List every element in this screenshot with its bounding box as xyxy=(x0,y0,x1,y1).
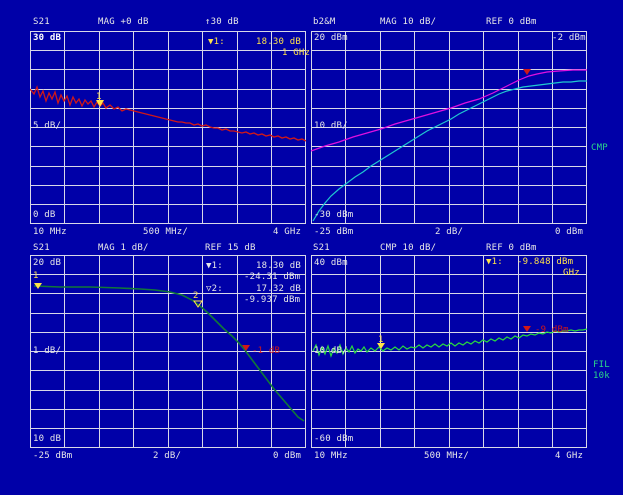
br-scale: CMP 10 dB/ xyxy=(380,243,437,253)
br-marker-1 xyxy=(377,343,385,349)
bl-marker-1 xyxy=(34,283,42,289)
bl-marker-2 xyxy=(193,300,203,308)
tl-ref: ↑30 dB xyxy=(205,17,239,27)
br-x-span: 500 MHz/ xyxy=(424,451,469,461)
tr-bottom-ref: -30 dBm xyxy=(314,210,354,220)
bl-x-start: -25 dBm xyxy=(33,451,73,461)
br-diagram[interactable] xyxy=(311,255,587,448)
bl-marker-2-name: ▽2: xyxy=(206,284,223,294)
tr-diagram[interactable] xyxy=(311,31,587,224)
tl-bottom-ref: 0 dB xyxy=(33,210,56,220)
bl-ref: REF 15 dB xyxy=(205,243,256,253)
br-marker-1-value: -9.848 dBm xyxy=(517,257,574,267)
br-param: S21 xyxy=(313,243,330,253)
br-marker-1-label: 1 xyxy=(378,335,384,345)
side-label-cmp: CMP xyxy=(591,143,608,153)
br-readout-label: -9 dBm xyxy=(535,325,569,335)
bl-marker-1-value: 18.30 dB xyxy=(256,261,301,271)
br-bottom-ref: -60 dBm xyxy=(314,434,354,444)
br-readout-marker xyxy=(523,326,531,332)
br-marker-1-name: ▼1: xyxy=(486,257,503,267)
br-top-ref: 40 dBm xyxy=(314,258,348,268)
bl-x-span: 2 dB/ xyxy=(153,451,182,461)
tl-param: S21 xyxy=(33,17,50,27)
tr-trace-mag xyxy=(311,69,587,152)
tl-top-ref: 30 dB xyxy=(33,33,62,43)
tl-mid-scale: 5 dB/ xyxy=(33,121,62,131)
tl-marker-1-label: 1 xyxy=(96,92,102,102)
br-mid-scale: 10 dB/ xyxy=(314,346,348,356)
bl-bottom-ref: 10 dB xyxy=(33,434,62,444)
tl-marker-1-value: 18.30 dB xyxy=(256,37,301,47)
tr-scale: MAG 10 dB/ xyxy=(380,17,437,27)
br-marker-1-freq: GHz xyxy=(563,268,580,278)
tr-grid xyxy=(311,31,587,224)
tr-x-stop: 0 dBm xyxy=(555,227,584,237)
bl-marker-2-value: 17.32 dB xyxy=(256,284,301,294)
bl-trace xyxy=(33,285,305,422)
bl-scale: MAG 1 dB/ xyxy=(98,243,149,253)
tr-x-start: -25 dBm xyxy=(314,227,354,237)
tl-x-span: 500 MHz/ xyxy=(143,227,188,237)
bl-marker-2-power: -9.937 dBm xyxy=(244,295,301,305)
side-label-fil: FIL xyxy=(593,360,610,370)
tr-marker xyxy=(523,69,531,75)
br-trace xyxy=(312,328,587,358)
tl-x-stop: 4 GHz xyxy=(273,227,302,237)
tr-top-ref: 20 dBm xyxy=(314,33,348,43)
bl-compression-marker xyxy=(242,345,250,351)
bl-marker-1-label: 1 xyxy=(33,271,39,281)
br-grid xyxy=(311,255,587,448)
tr-trace-cmp xyxy=(312,80,587,222)
tl-trace xyxy=(30,85,306,142)
tr-x-span: 2 dB/ xyxy=(435,227,464,237)
tl-diagram[interactable] xyxy=(30,31,306,224)
bl-diagram[interactable] xyxy=(30,255,306,448)
bl-marker-1-name: ▼1: xyxy=(206,261,223,271)
br-x-stop: 4 GHz xyxy=(555,451,584,461)
bl-compression-label: -1 dB xyxy=(252,346,281,356)
bl-param: S21 xyxy=(33,243,50,253)
tr-param: b2&M xyxy=(313,17,336,27)
bl-x-stop: 0 dBm xyxy=(273,451,302,461)
br-ref: REF 0 dBm xyxy=(486,243,537,253)
tl-marker-1-name: ▼1: xyxy=(208,37,225,47)
tl-x-start: 10 MHz xyxy=(33,227,67,237)
tl-grid xyxy=(30,31,306,224)
bl-marker-2-label: 2 xyxy=(193,291,199,301)
tr-top-right: -2 dBm xyxy=(552,33,586,43)
side-label-fil-bw: 10k xyxy=(593,371,610,381)
tl-scale: MAG +0 dB xyxy=(98,17,149,27)
tl-marker-1-freq: 1 GHz xyxy=(282,48,311,58)
bl-marker-1-power: -24.31 dBm xyxy=(244,272,301,282)
tr-ref: REF 0 dBm xyxy=(486,17,537,27)
tr-mid-scale: 10 dB/ xyxy=(314,121,348,131)
tl-marker-1 xyxy=(96,100,104,107)
br-x-start: 10 MHz xyxy=(314,451,348,461)
bl-top-ref: 20 dB xyxy=(33,258,62,268)
bl-mid-scale: 1 dB/ xyxy=(33,346,62,356)
